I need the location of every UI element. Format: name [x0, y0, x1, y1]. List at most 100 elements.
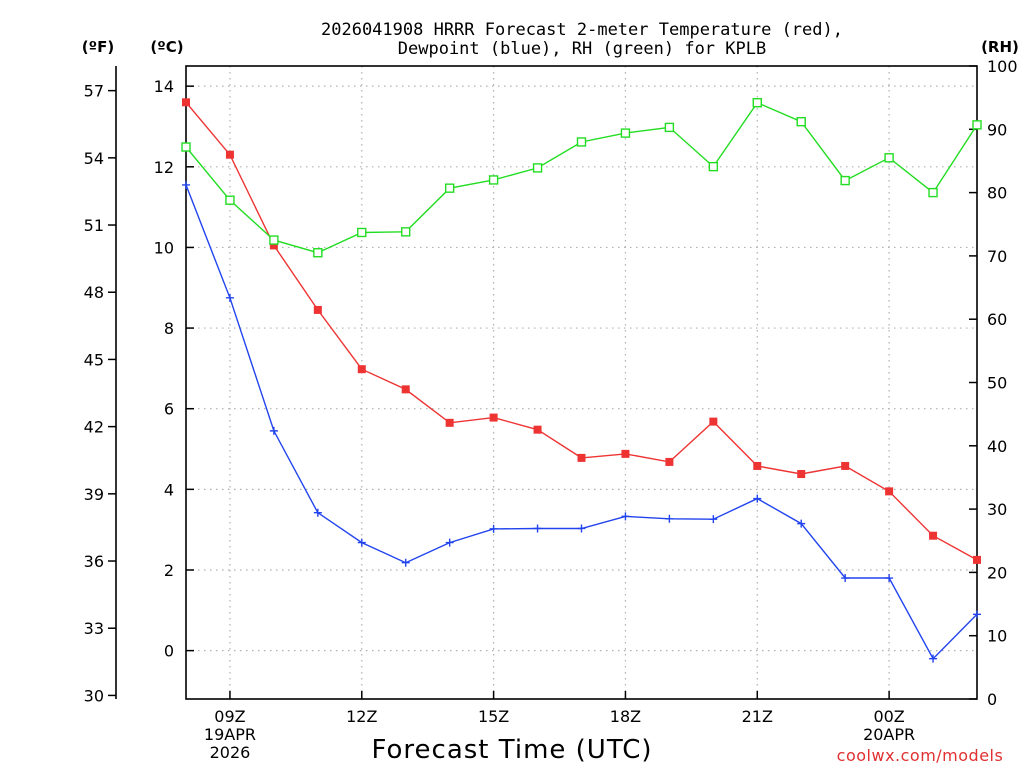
dewpoint-point — [797, 519, 806, 528]
grid-lines — [186, 66, 977, 699]
temperature-point — [973, 555, 981, 564]
rh-axis: 0 10 20 30 40 50 60 70 80 90 100 — [969, 57, 1018, 709]
rh-tick-label: 10 — [987, 627, 1007, 646]
celsius-tick-label: 4 — [164, 480, 174, 499]
time-tick-label: 00Z — [873, 707, 904, 726]
dewpoint-point — [709, 515, 718, 524]
chart-title-line2: Dewpoint (blue), RH (green) for KPLB — [398, 39, 766, 59]
rh-tick-label: 80 — [987, 184, 1007, 203]
celsius-tick-label: 14 — [154, 77, 174, 96]
rh-unit-label: (RH) — [981, 38, 1019, 56]
rh-point — [488, 175, 499, 185]
rh-point — [972, 120, 982, 130]
temperature-point — [665, 457, 674, 466]
time-tick-label: 2026 — [210, 743, 251, 762]
rh-point — [752, 98, 762, 108]
data-series — [181, 98, 982, 663]
fahrenheit-tick-label: 51 — [84, 216, 104, 235]
temperature-point — [489, 413, 498, 422]
temperature-point — [401, 385, 410, 394]
dewpoint-point — [357, 538, 366, 547]
rh-point — [620, 128, 631, 138]
rh-point — [796, 117, 806, 127]
time-tick-label: 20APR — [863, 725, 915, 744]
fahrenheit-tick-label: 39 — [84, 485, 104, 504]
celsius-tick-label: 6 — [164, 400, 174, 419]
rh-tick-label: 20 — [987, 563, 1007, 582]
temperature-point — [445, 418, 454, 427]
temperature-point — [797, 470, 806, 479]
dewpoint-point — [533, 524, 542, 533]
celsius-tick-label: 2 — [164, 561, 174, 580]
rh-point — [444, 183, 455, 193]
rh-point — [401, 227, 411, 237]
time-tick-label: 09Z — [214, 707, 245, 726]
temperature-point — [621, 449, 630, 458]
rh-point — [357, 227, 367, 238]
fahrenheit-tick-label: 48 — [84, 283, 104, 302]
fahrenheit-tick-label: 54 — [84, 149, 104, 168]
fahrenheit-axis: 30 33 36 39 42 45 48 51 54 57 — [84, 82, 116, 705]
dewpoint-point — [182, 180, 190, 189]
temperature-point — [885, 487, 894, 496]
fahrenheit-tick-label: 36 — [84, 552, 104, 571]
rh-line — [185, 101, 978, 254]
fahrenheit-tick-label: 30 — [84, 686, 104, 705]
dewpoint-point — [841, 574, 850, 583]
rh-tick-label: 0 — [987, 690, 997, 709]
temperature-point — [357, 365, 366, 374]
rh-point — [313, 248, 323, 258]
fahrenheit-tick-label: 45 — [84, 350, 104, 369]
rh-tick-label: 70 — [987, 247, 1007, 266]
rh-tick-label: 40 — [987, 437, 1007, 456]
rh-point — [269, 235, 279, 245]
fahrenheit-tick-label: 33 — [84, 619, 104, 638]
rh-point — [181, 142, 191, 152]
x-axis-title: Forecast Time (UTC) — [371, 735, 652, 765]
celsius-axis: 0 2 4 6 8 10 12 14 — [154, 77, 194, 661]
dewpoint-point — [621, 512, 630, 521]
temperature-point — [709, 417, 718, 426]
dewpoint-point — [929, 654, 938, 663]
time-tick-label: 21Z — [742, 707, 773, 726]
temperature-line — [185, 101, 978, 561]
temperature-point — [753, 461, 762, 470]
celsius-tick-label: 0 — [164, 642, 174, 661]
plot-frame — [185, 65, 978, 700]
time-tick-label: 15Z — [478, 707, 509, 726]
dewpoint-point — [269, 426, 278, 435]
dewpoint-point — [445, 538, 454, 547]
source-watermark: coolwx.com/models — [837, 746, 1004, 765]
rh-point — [576, 137, 587, 147]
celsius-tick-label: 12 — [154, 158, 174, 177]
temperature-point — [841, 461, 850, 470]
temperature-point — [182, 98, 190, 107]
temperature-point — [313, 305, 322, 314]
rh-point — [708, 161, 719, 172]
time-tick-label: 18Z — [610, 707, 641, 726]
dewpoint-point — [225, 293, 234, 302]
temperature-point — [577, 453, 586, 462]
temperature-point — [929, 531, 938, 540]
dewpoint-point — [489, 524, 498, 533]
dewpoint-point — [313, 508, 322, 517]
rh-point — [532, 163, 543, 173]
celsius-unit-label: (ºC) — [150, 38, 183, 56]
dewpoint-point — [401, 558, 410, 567]
time-tick-label: 19APR — [204, 725, 256, 744]
rh-tick-label: 30 — [987, 500, 1007, 519]
rh-tick-label: 90 — [987, 120, 1007, 139]
dewpoint-point — [973, 610, 981, 619]
rh-point — [928, 187, 938, 198]
celsius-tick-label: 8 — [164, 319, 174, 338]
rh-point — [664, 122, 675, 133]
dewpoint-point — [577, 524, 586, 533]
rh-point — [225, 195, 235, 205]
chart-title-line1: 2026041908 HRRR Forecast 2-meter Tempera… — [321, 20, 843, 40]
rh-point — [840, 175, 850, 186]
fahrenheit-tick-label: 57 — [84, 82, 104, 101]
dewpoint-point — [885, 574, 894, 583]
dewpoint-point — [665, 514, 674, 523]
